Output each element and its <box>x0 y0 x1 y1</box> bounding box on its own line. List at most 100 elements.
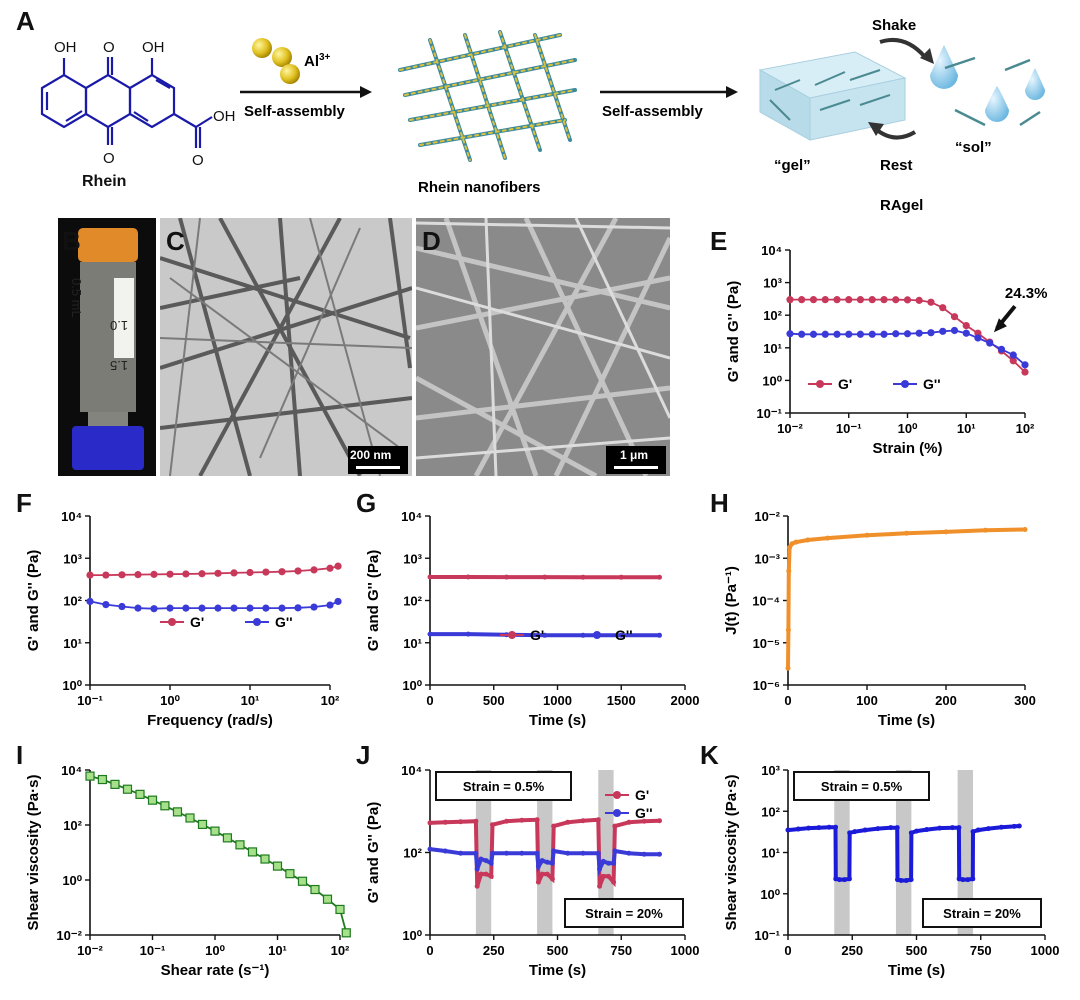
strain-box-label: Strain = 20% <box>943 906 1021 921</box>
data-point <box>474 866 480 872</box>
sol-droplets-graphic <box>930 45 1045 127</box>
x-tick-label: 1500 <box>607 693 636 708</box>
data-point <box>657 574 662 580</box>
strain-box-2 <box>564 898 684 928</box>
data-point <box>612 848 618 854</box>
strain-band-2 <box>537 770 553 935</box>
x-tick-label: 10⁻¹ <box>140 943 166 958</box>
x-tick-label: 10² <box>331 943 350 958</box>
x-axis-label: Frequency (rad/s) <box>147 712 273 729</box>
data-point <box>474 883 480 889</box>
data-point <box>1009 351 1017 359</box>
data-point <box>970 876 976 882</box>
data-point <box>809 296 818 304</box>
x-tick-label: 250 <box>841 943 863 958</box>
data-point <box>580 574 586 580</box>
data-point <box>539 858 545 864</box>
y-tick-label: 10⁴ <box>761 243 782 258</box>
data-point <box>798 330 806 338</box>
yield-point-label: 24.3% <box>1005 285 1048 302</box>
data-point <box>262 604 270 612</box>
data-point <box>544 871 550 877</box>
data-point <box>983 527 988 533</box>
x-tick-label: 10² <box>1016 421 1035 436</box>
data-point <box>427 574 433 580</box>
data-point <box>641 851 647 857</box>
data-point <box>272 861 283 871</box>
y-axis-label: J(t) (Pa⁻¹) <box>723 566 740 635</box>
y-tick-label: 10¹ <box>403 636 422 651</box>
data-point <box>310 566 318 574</box>
data-point <box>442 848 448 854</box>
data-point <box>950 326 959 335</box>
data-point <box>326 564 334 572</box>
strain-box-label: Strain = 0.5% <box>463 779 545 794</box>
al-ion-spheres <box>252 38 300 84</box>
data-point <box>597 866 603 872</box>
data-point <box>606 873 611 879</box>
data-point <box>198 604 206 612</box>
rest-arrow <box>875 128 917 140</box>
legend-label: G'' <box>615 627 633 643</box>
data-point <box>600 858 606 864</box>
data-point <box>235 840 245 850</box>
step2-label: Self-assembly <box>602 103 704 120</box>
data-point <box>504 850 509 856</box>
panel-letter-a: A <box>16 6 35 36</box>
data-point <box>786 296 794 304</box>
data-point <box>246 568 254 577</box>
legend-marker <box>593 631 601 639</box>
sol-label: “sol” <box>955 139 992 156</box>
data-point <box>322 894 333 904</box>
rhein-structure <box>40 57 213 148</box>
y-tick-label: 10⁰ <box>760 887 780 902</box>
x-tick-label: 750 <box>970 943 992 958</box>
data-point <box>816 825 822 831</box>
data-point <box>86 597 94 606</box>
data-point <box>974 334 982 342</box>
oh-left-label: OH <box>54 39 77 56</box>
data-point <box>998 824 1004 830</box>
nanofibers-label: Rhein nanofibers <box>418 179 541 196</box>
panel-letter-j: J <box>356 740 371 770</box>
panel-letter-e: E <box>710 226 728 256</box>
acid-o-label: O <box>192 152 204 169</box>
data-point <box>549 860 555 866</box>
data-point <box>970 829 976 835</box>
data-point <box>118 571 126 579</box>
data-point <box>915 329 923 337</box>
data-point <box>134 571 142 579</box>
strain-band-3 <box>957 770 974 935</box>
data-point <box>230 569 238 577</box>
data-point <box>641 818 647 824</box>
panel-letter-c: C <box>166 226 185 256</box>
y-tick-label: 10⁻¹ <box>756 406 782 421</box>
data-point <box>214 569 222 577</box>
data-point <box>894 825 900 831</box>
data-point <box>150 570 158 578</box>
data-point <box>821 330 829 338</box>
y-tick-label: 10⁰ <box>62 873 82 888</box>
data-point <box>927 329 935 337</box>
data-point <box>626 850 632 856</box>
data-point <box>310 884 320 895</box>
data-point <box>949 825 955 831</box>
data-point <box>939 327 947 335</box>
data-point <box>278 568 286 576</box>
data-point <box>846 876 852 882</box>
strain-box-1 <box>793 771 930 801</box>
x-axis-label: Time (s) <box>529 712 586 729</box>
x-axis-label: Strain (%) <box>872 440 942 457</box>
panel-letter-k: K <box>700 740 719 770</box>
y-tick-label: 10⁻² <box>754 509 780 524</box>
panel-letter-d: D <box>422 226 441 256</box>
data-point <box>805 537 811 543</box>
data-point <box>118 602 126 611</box>
acid-oh-label: OH <box>213 108 236 125</box>
data-point <box>856 330 865 338</box>
x-tick-label: 10⁻² <box>77 943 103 958</box>
data-point <box>246 604 254 612</box>
data-point <box>534 817 540 823</box>
